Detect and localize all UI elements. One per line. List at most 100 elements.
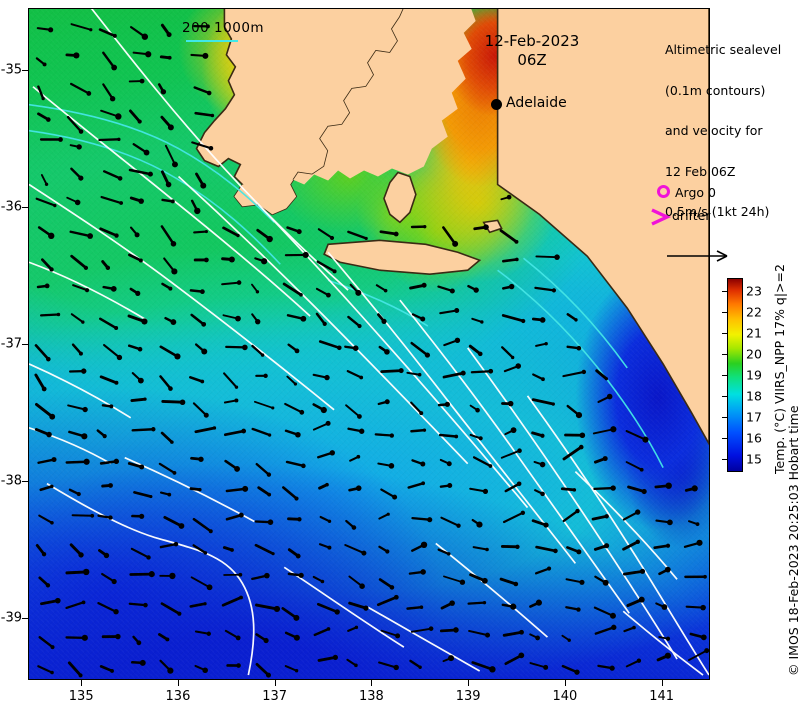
velocity-vector-head [544,342,548,346]
velocity-vector-head [200,379,205,384]
velocity-vector [313,627,330,637]
velocity-vector-head [488,368,494,374]
velocity-vector-head [508,283,515,290]
velocity-vector [406,606,423,610]
velocity-vector-head [81,368,87,374]
map-plot-area[interactable] [28,8,710,680]
drifter-legend-icon [651,208,672,226]
velocity-vector-head [112,33,117,38]
velocity-vector-head [567,638,571,642]
velocity-vector-head [238,572,243,577]
velocity-vector-head [170,319,177,325]
velocity-vector-head [160,89,167,95]
velocity-vector-head [194,207,201,215]
velocity-vector-head [42,62,47,67]
velocity-vector [379,230,398,236]
velocity-vector-head [139,513,145,519]
velocity-vector [378,661,398,669]
velocity-vector-head [115,113,122,120]
velocity-vector-head [359,375,364,380]
velocity-vector-head [506,194,512,200]
velocity-vector-head [173,541,179,547]
velocity-vector [378,513,390,520]
velocity-vector-head [165,637,170,642]
velocity-vector-head [639,568,646,574]
land-northwest-mainland [234,9,476,215]
velocity-vector [133,491,153,498]
velocity-vector [193,230,208,234]
velocity-vector [35,197,56,207]
velocity-vector-head [78,552,84,558]
date-value: 12-Feb-2023 [484,32,580,50]
velocity-vector-head [49,267,54,272]
velocity-vector [65,601,85,610]
velocity-vector [41,258,53,271]
velocity-vector-head [602,579,609,586]
velocity-vector-head [108,483,113,488]
velocity-vector-head [476,521,483,528]
velocity-vector [70,23,92,31]
velocity-vector-head [236,280,242,285]
velocity-vector-head [235,635,241,641]
velocity-vector-head [170,199,175,204]
y-tick-mark [22,618,28,620]
velocity-vector-head [510,355,515,360]
velocity-vector-head [454,434,459,439]
velocity-vector-head [293,614,300,621]
velocity-vector-head [55,597,61,604]
landmass-group [195,9,709,446]
velocity-vector [345,404,361,418]
y-tick-label-3: -38 [0,473,22,489]
velocity-vector-head [359,583,365,589]
velocity-vector-head [704,648,709,654]
hour-value: 06Z [517,51,547,69]
info-line-1: (0.1m contours) [665,82,766,98]
velocity-vector [535,255,558,259]
velocity-vector-head [143,602,148,608]
velocity-vector-head [50,520,54,525]
velocity-vector [346,370,363,379]
velocity-vector-head [454,308,460,313]
velocity-vector [380,369,403,373]
temperature-colorbar[interactable] [727,278,743,472]
colorbar-tick-label-4: 19 [746,367,762,383]
velocity-vector-head [114,380,119,385]
velocity-vector [439,309,458,315]
colorbar-tick [722,353,727,355]
velocity-vector-head [138,198,144,204]
velocity-vector [468,629,489,637]
velocity-vector [40,174,48,186]
y-tick-label-4: -39 [0,610,22,626]
velocity-vector-head [539,461,546,468]
velocity-vector-head [200,182,207,189]
velocity-vector [501,314,525,323]
velocity-vector [443,575,464,584]
velocity-vector [625,659,640,668]
velocity-vector-head [610,426,617,433]
velocity-vector-head [482,600,487,605]
velocity-vector-head [202,667,208,674]
velocity-vector-head [393,664,399,671]
velocity-vector-head [108,515,113,520]
x-tick-mark [371,680,373,686]
velocity-vector [593,606,615,617]
velocity-vector [160,225,175,246]
velocity-vector-head [575,508,580,514]
velocity-vector-head [632,625,636,630]
velocity-vector [317,228,334,239]
velocity-vector [99,227,118,237]
velocity-vector-head [574,669,580,675]
velocity-vector-head [234,466,240,472]
velocity-vector [65,570,88,575]
velocity-vector [499,229,518,244]
velocity-vector-head [44,283,50,289]
velocity-vector-head [578,444,584,450]
velocity-vector-head [87,233,94,239]
velocity-vector-head [41,386,47,392]
velocity-vector-head [355,485,362,491]
velocity-vector-head [421,481,426,486]
velocity-vector [534,286,556,292]
velocity-vector-head [141,318,148,325]
velocity-vector [625,461,643,471]
velocity-vector-head [392,494,398,500]
